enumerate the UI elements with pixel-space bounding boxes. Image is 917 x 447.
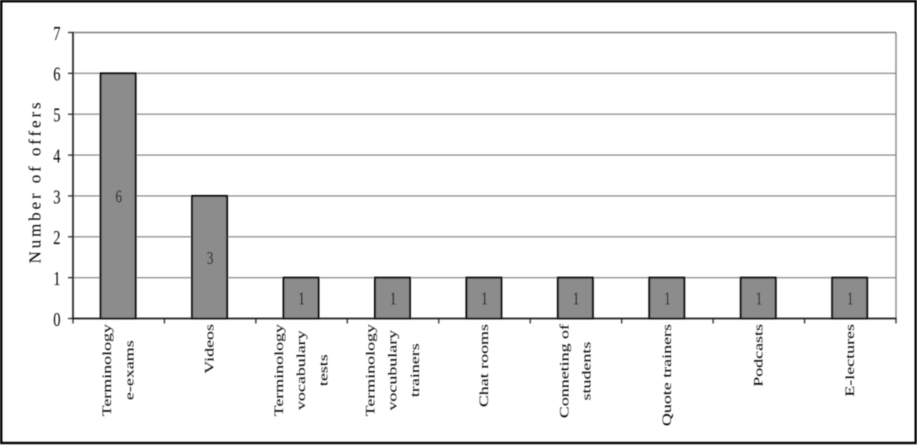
svg-text:E-lectures: E-lectures bbox=[843, 324, 857, 397]
svg-text:tests: tests bbox=[317, 354, 331, 386]
svg-text:Terminology: Terminology bbox=[100, 324, 114, 417]
svg-text:Terminology: Terminology bbox=[272, 324, 286, 417]
svg-text:0: 0 bbox=[53, 307, 60, 330]
svg-text:Terminology: Terminology bbox=[363, 324, 377, 417]
svg-text:1: 1 bbox=[390, 290, 396, 309]
svg-text:vocabulary: vocabulary bbox=[294, 330, 308, 410]
svg-text:trainers: trainers bbox=[408, 343, 422, 397]
svg-text:e-exams: e-exams bbox=[123, 340, 137, 400]
svg-text:1: 1 bbox=[573, 290, 579, 309]
svg-text:2: 2 bbox=[53, 226, 60, 249]
svg-text:1: 1 bbox=[53, 267, 60, 290]
svg-text:Podcasts: Podcasts bbox=[752, 324, 766, 387]
svg-text:7: 7 bbox=[53, 21, 60, 44]
svg-text:3: 3 bbox=[53, 185, 60, 208]
svg-text:1: 1 bbox=[756, 290, 762, 309]
svg-text:Chat rooms: Chat rooms bbox=[477, 324, 491, 407]
svg-text:5: 5 bbox=[53, 103, 60, 126]
svg-text:6: 6 bbox=[115, 188, 122, 207]
svg-text:Quote trainers: Quote trainers bbox=[660, 324, 674, 426]
svg-text:vocubulary: vocubulary bbox=[386, 330, 400, 411]
svg-text:students: students bbox=[580, 342, 594, 401]
svg-text:Number of offers: Number of offers bbox=[26, 99, 45, 263]
svg-text:Conneting of: Conneting of bbox=[558, 323, 572, 418]
svg-text:1: 1 bbox=[847, 290, 853, 309]
svg-text:Videos: Videos bbox=[203, 324, 217, 374]
svg-text:1: 1 bbox=[481, 290, 487, 309]
svg-text:6: 6 bbox=[53, 62, 60, 85]
svg-text:1: 1 bbox=[664, 290, 670, 309]
svg-text:1: 1 bbox=[298, 290, 304, 309]
svg-text:4: 4 bbox=[53, 144, 60, 167]
svg-text:3: 3 bbox=[207, 249, 214, 268]
